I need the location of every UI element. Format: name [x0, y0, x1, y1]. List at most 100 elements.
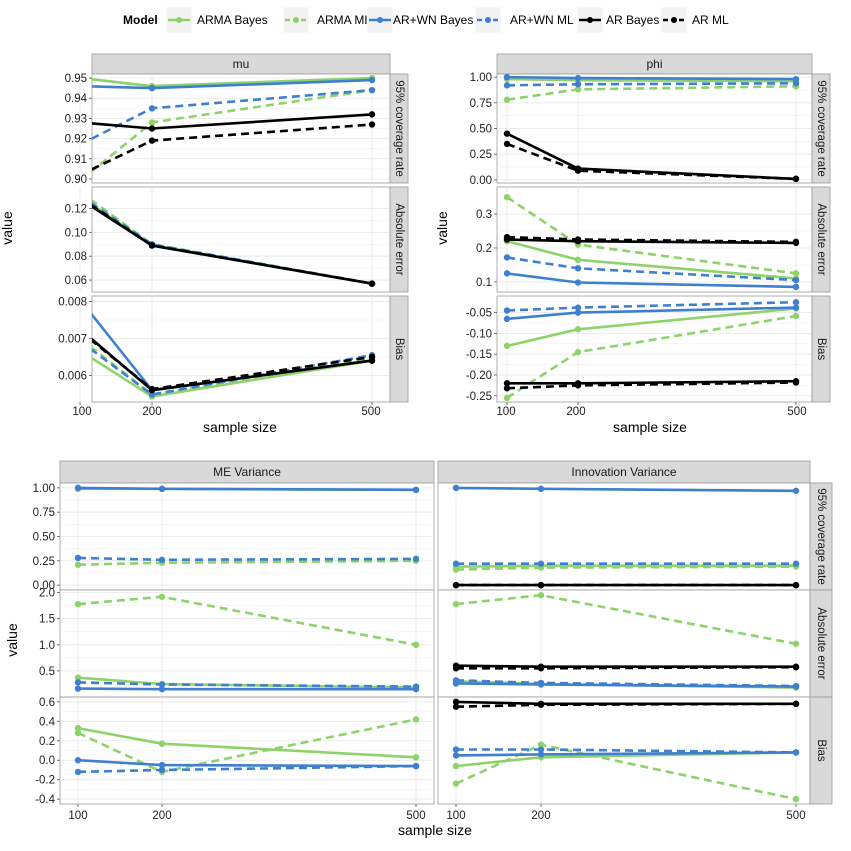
- data-point: [148, 242, 156, 249]
- series-group: [503, 193, 800, 291]
- row-strip-label: 95% coverage rate: [815, 488, 827, 585]
- legend-label: ARMA Bayes: [197, 13, 268, 27]
- data-point: [503, 380, 511, 387]
- x-tick-label: 200: [152, 810, 171, 822]
- row-strip-label: Bias: [393, 338, 405, 361]
- data-point: [452, 560, 460, 567]
- facet-mu: mu 0.90 0.91 0.92 0.93 0.94 0.95 95% coverage r…: [0, 53, 409, 435]
- x-axis-label: sample size: [613, 419, 687, 435]
- data-point: [412, 716, 420, 723]
- data-point: [368, 86, 376, 94]
- data-point: [368, 111, 376, 118]
- data-point: [537, 746, 545, 753]
- data-point: [574, 326, 582, 333]
- data-point: [158, 685, 166, 693]
- data-point: [74, 768, 82, 776]
- panel-absolute-error: 0.06 0.08 0.10 0.12 Absolute error: [65, 186, 409, 293]
- legend-item-arma-bayes: ARMA Bayes: [165, 6, 268, 34]
- x-tick-label: 100: [496, 406, 515, 418]
- data-point: [503, 315, 511, 323]
- data-point: [503, 140, 511, 148]
- panel-background: [437, 589, 811, 698]
- data-point: [158, 681, 166, 688]
- y-tick-label: 0.3: [476, 209, 492, 221]
- data-point: [74, 554, 82, 562]
- y-tick-label: 0.93: [65, 113, 87, 125]
- legend-key-point: [671, 17, 677, 23]
- facet-phi: phi 0.00 0.25 0.50 0.75 1.00 95% coverage rate…: [434, 53, 831, 435]
- data-point: [74, 724, 82, 732]
- data-point: [574, 81, 582, 88]
- y-tick-label: -0.15: [466, 349, 492, 361]
- data-point: [537, 751, 545, 758]
- y-tick-label: 0.50: [470, 124, 492, 136]
- y-tick-label: 0.4: [39, 716, 56, 728]
- data-point: [368, 76, 376, 84]
- legend-label: ARMA ML: [317, 13, 371, 27]
- data-point: [574, 265, 582, 272]
- y-tick-label: 0.75: [33, 507, 55, 519]
- series-group: [503, 74, 800, 183]
- data-point: [412, 555, 420, 563]
- y-axis-label: value: [4, 623, 20, 657]
- data-point: [574, 256, 582, 264]
- data-point: [158, 556, 166, 564]
- y-tick-label: 1.5: [39, 614, 55, 626]
- facet-innovation-variance: Innovation Variance 95% coverage rate Abso…: [437, 460, 833, 822]
- x-tick-label: 500: [787, 406, 806, 418]
- y-tick-label: 0.12: [65, 203, 87, 215]
- data-point: [503, 82, 511, 89]
- data-point: [158, 766, 166, 774]
- x-tick-label: 100: [446, 810, 465, 822]
- data-point: [792, 581, 800, 589]
- data-point: [412, 683, 420, 690]
- legend-label: AR Bayes: [606, 13, 659, 27]
- series-group: [92, 74, 376, 173]
- y-tick-label: 0.08: [65, 251, 87, 263]
- data-point: [792, 700, 800, 708]
- panel-background: [91, 295, 391, 403]
- data-point: [503, 233, 511, 241]
- data-point: [792, 640, 800, 647]
- panel-95-coverage-rate: 95% coverage rate: [437, 482, 833, 591]
- row-strip: [811, 186, 831, 293]
- data-point: [537, 665, 545, 672]
- row-strip: [389, 295, 409, 403]
- data-point: [574, 86, 582, 93]
- series-group: [74, 484, 420, 568]
- data-point: [537, 485, 545, 493]
- data-point: [792, 749, 800, 756]
- panel-background: [59, 589, 435, 698]
- data-point: [74, 484, 82, 492]
- data-point: [574, 348, 582, 356]
- y-tick-label: 0.94: [65, 93, 88, 105]
- y-tick-label: 0.10: [65, 227, 87, 239]
- data-point: [574, 74, 582, 82]
- data-point: [792, 312, 800, 320]
- data-point: [158, 740, 166, 747]
- data-point: [452, 703, 460, 710]
- data-point: [148, 385, 156, 393]
- data-point: [503, 254, 511, 261]
- data-point: [158, 593, 166, 600]
- y-axis-label: value: [434, 211, 450, 245]
- data-point: [74, 757, 82, 764]
- data-point: [148, 137, 156, 144]
- y-tick-label: -0.2: [35, 775, 55, 787]
- data-point: [368, 121, 376, 128]
- data-point: [158, 485, 166, 493]
- y-tick-label: 1.0: [39, 640, 55, 652]
- x-tick-label: 500: [406, 810, 425, 822]
- x-tick-label: 200: [531, 810, 550, 822]
- data-point: [452, 752, 460, 759]
- panel-background: [437, 482, 811, 591]
- data-point: [792, 487, 800, 494]
- data-point: [74, 674, 82, 681]
- data-point: [148, 105, 156, 112]
- data-point: [537, 741, 545, 748]
- legend-key-point: [587, 17, 593, 23]
- legend-label: AR ML: [692, 13, 729, 27]
- legend-key-point: [485, 17, 491, 23]
- data-point: [503, 130, 511, 137]
